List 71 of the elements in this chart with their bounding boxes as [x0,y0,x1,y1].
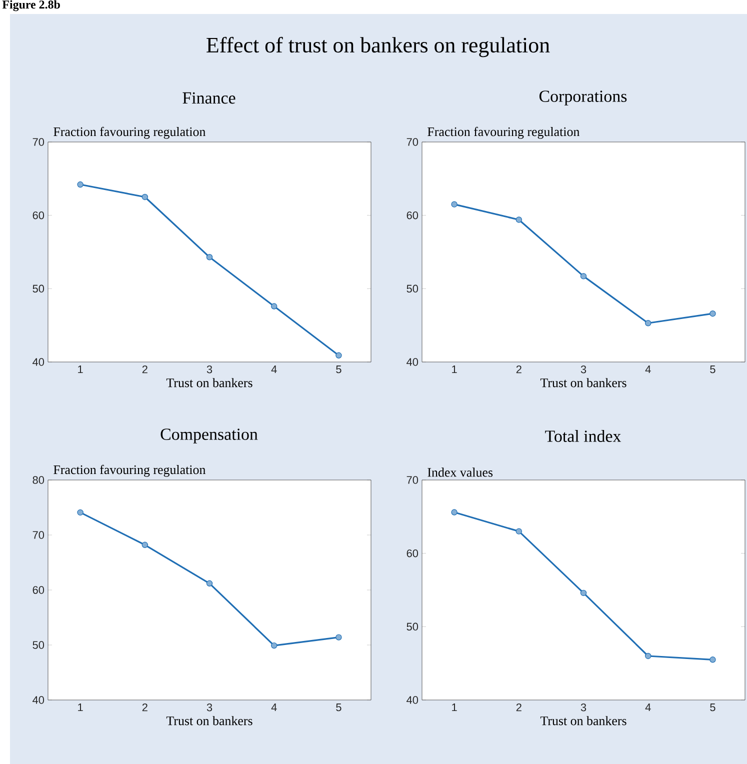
point [271,642,278,649]
point [206,580,213,586]
caption: Figure 2.8b [2,0,60,12]
x-tick-label: 3 [580,704,586,712]
y-axis-title: Fraction favouring regulation [428,126,580,139]
x-tick-label: 1 [78,366,83,374]
y-tick-label: 80 [32,476,44,484]
point [451,509,458,516]
y-tick-label: 50 [32,641,44,649]
point [336,352,342,358]
y-tick-label: 70 [32,138,44,146]
chart-title: Total index [545,430,622,442]
y-tick-label: 50 [406,622,418,631]
y-tick-label: 70 [32,531,44,539]
y-tick-label: 60 [406,549,418,558]
y-tick-label: 40 [406,358,418,366]
point [77,509,84,516]
x-tick-label: 2 [142,704,148,712]
y-tick-label: 40 [32,358,44,366]
point [336,634,342,640]
point [516,216,522,223]
y-axis-title: Fraction favouring regulation [54,126,206,139]
y-tick-label: 70 [406,138,418,146]
x-tick-label: 2 [516,704,522,712]
point [580,273,587,280]
point [516,528,522,534]
y-axis-title: Index values [428,468,493,477]
x-tick-label: 5 [710,366,716,374]
y-tick-label: 60 [406,211,418,220]
y-tick-label: 40 [406,696,418,704]
point [710,656,716,663]
x-tick-label: 1 [452,366,457,374]
point [142,542,148,548]
x-tick-label: 3 [206,366,212,374]
y-axis-title: Fraction favouring regulation [54,464,206,477]
x-tick-label: 5 [336,704,342,712]
point [271,303,278,310]
y-tick-label: 50 [406,284,418,293]
x-tick-label: 3 [206,704,212,712]
y-tick-label: 70 [406,476,418,484]
x-axis-title: Trust on bankers [540,716,626,726]
point [142,194,148,200]
x-tick-label: 1 [452,704,457,712]
x-tick-label: 2 [516,366,522,374]
x-tick-label: 4 [271,704,277,712]
y-tick-label: 50 [32,284,44,293]
chart-title: Finance [182,92,236,104]
x-axis-title: Trust on bankers [166,378,252,388]
chart-title: Compensation [160,428,258,444]
x-tick-label: 4 [271,366,277,374]
x-axis-title: Trust on bankers [166,716,252,726]
y-tick-label: 60 [32,586,44,594]
point [206,254,213,260]
point [710,310,716,317]
point [451,201,458,208]
x-tick-label: 5 [710,704,716,712]
point [580,590,587,596]
x-tick-label: 5 [336,366,342,374]
x-axis-title: Trust on bankers [540,378,626,388]
y-tick-label: 40 [32,696,44,704]
text: Effect of trust on bankers on regulation [206,36,550,58]
point [645,652,652,660]
point [645,320,652,326]
x-tick-label: 4 [645,704,651,712]
x-tick-label: 2 [142,366,148,374]
x-tick-label: 4 [645,366,651,374]
x-tick-label: 1 [78,704,83,712]
x-tick-label: 3 [580,366,586,374]
y-tick-label: 60 [32,211,44,220]
point [77,181,84,188]
chart-title: Corporations [539,90,627,106]
